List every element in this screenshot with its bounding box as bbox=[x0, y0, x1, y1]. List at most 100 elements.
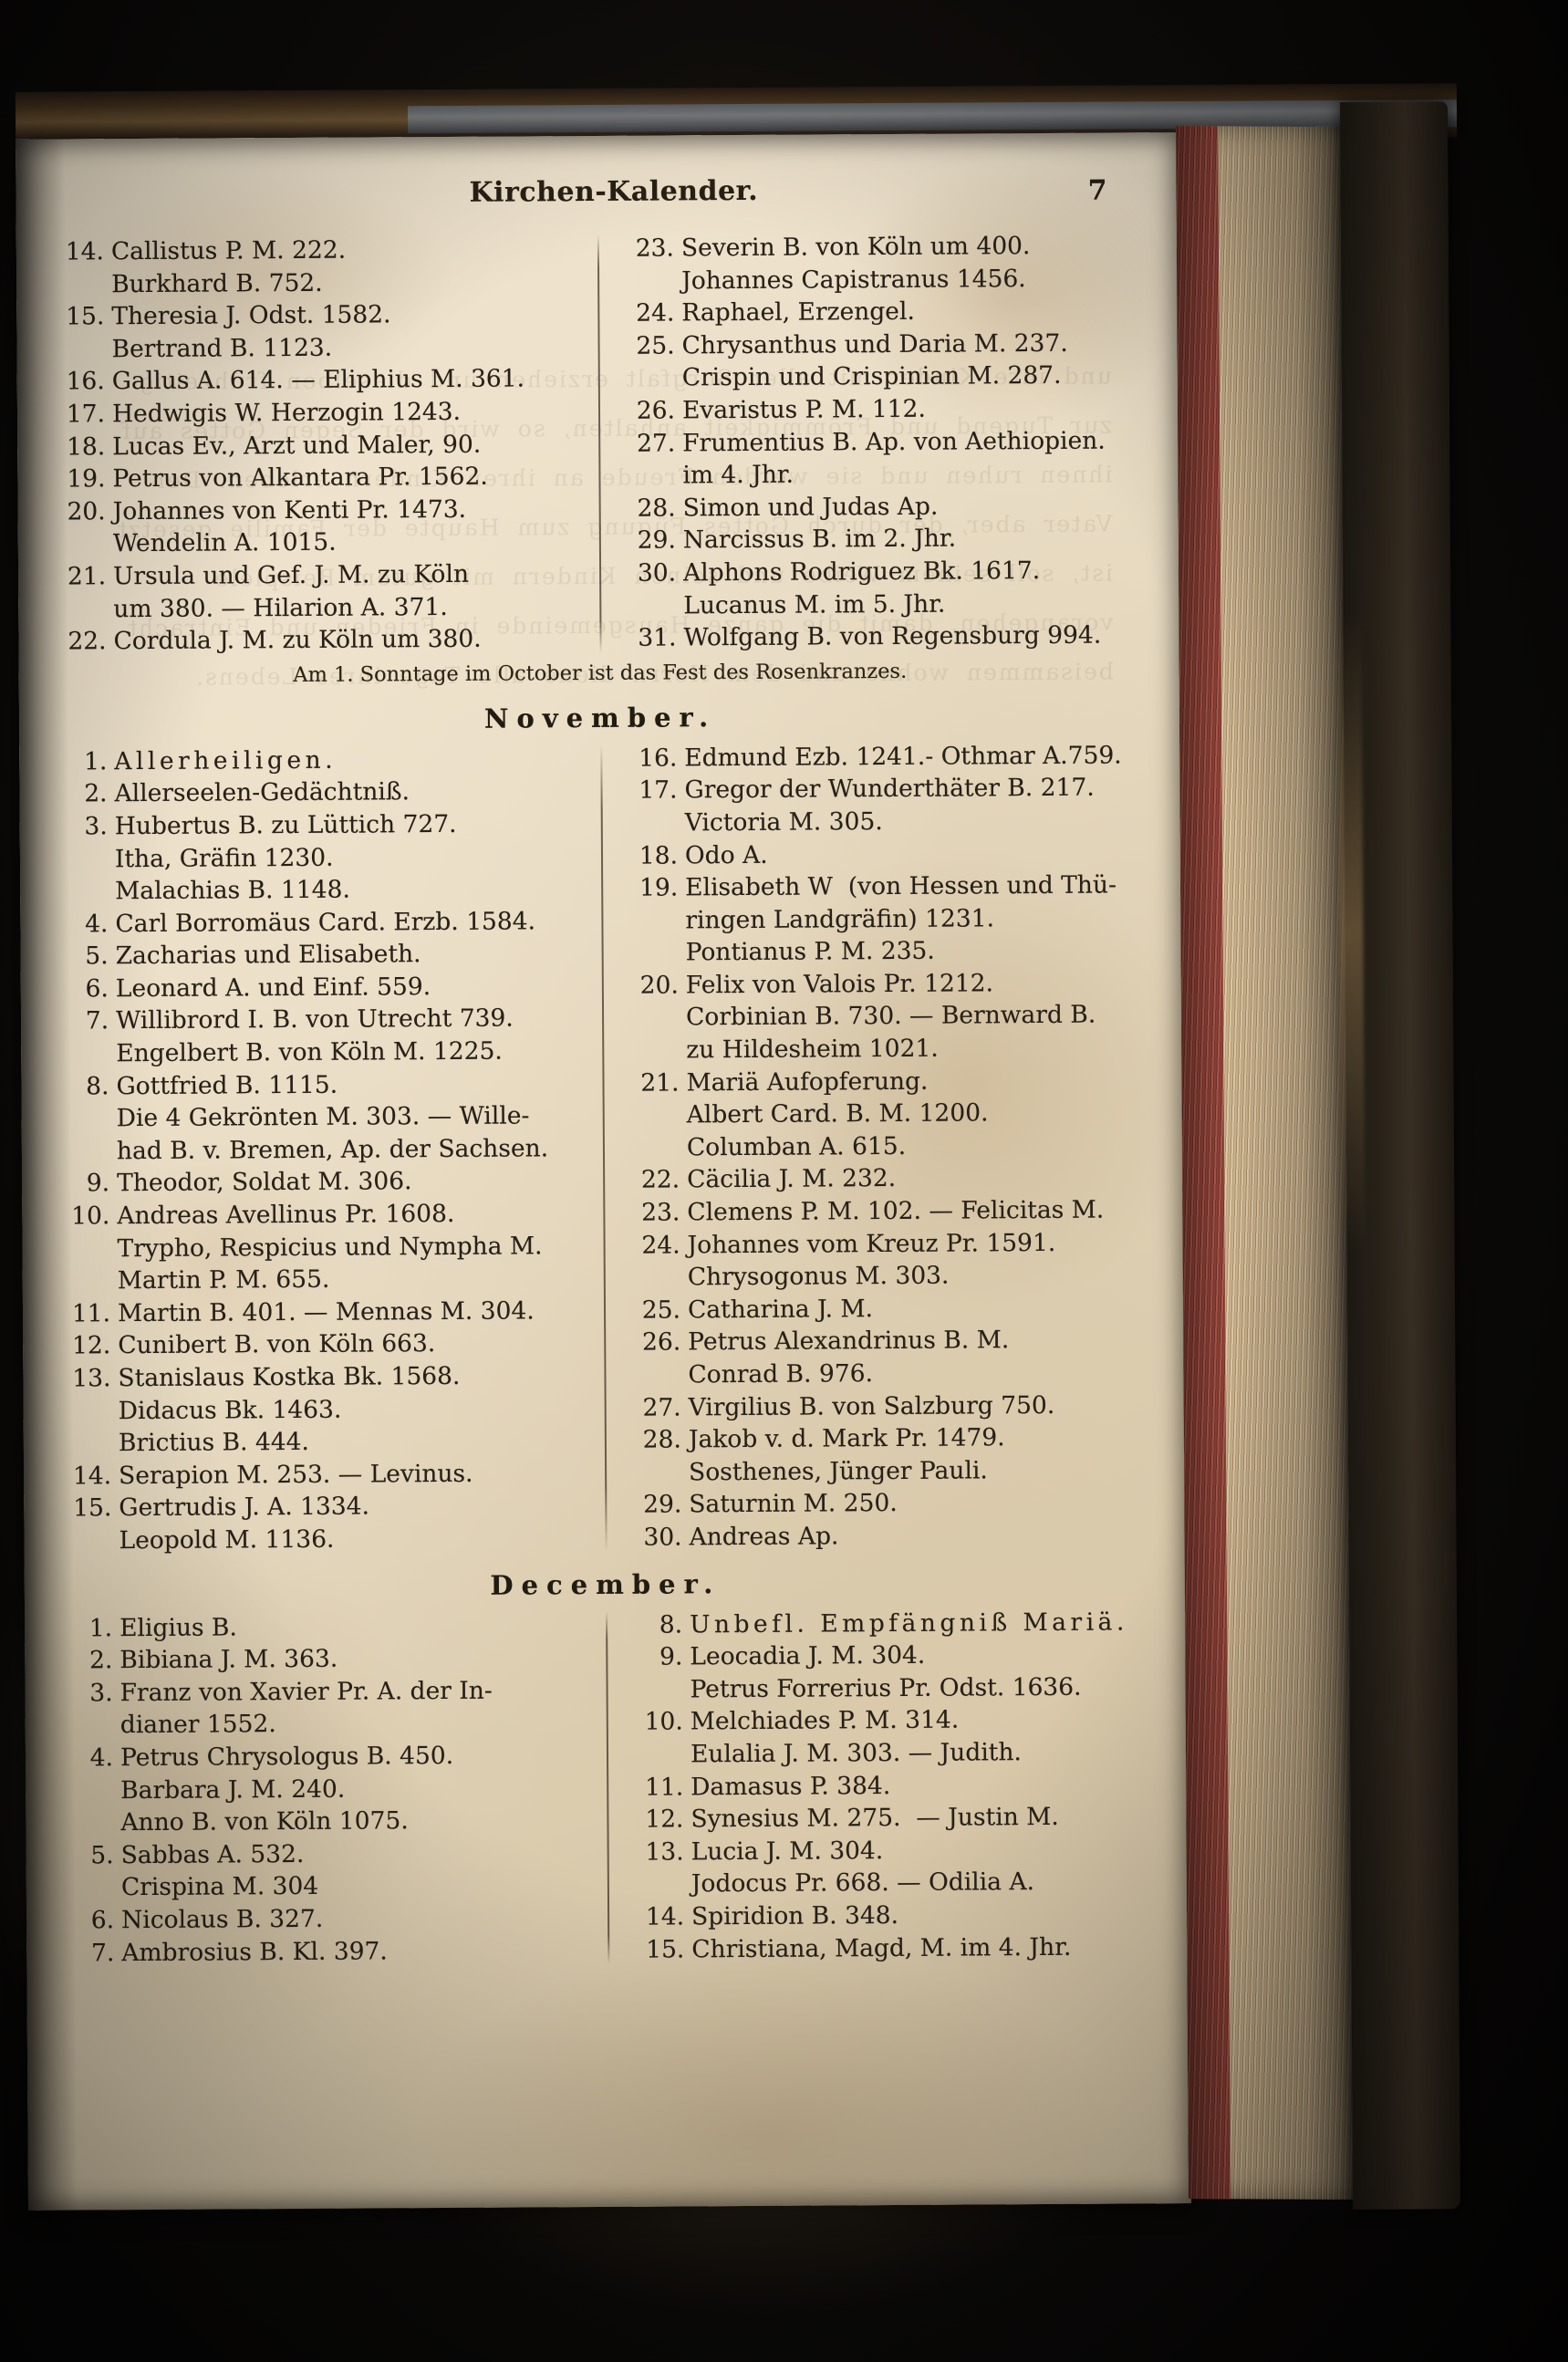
calendar-entry-day: 18. bbox=[639, 840, 679, 870]
calendar-entry: 27. Virgilius B. von Salzburg 750. bbox=[632, 1389, 1147, 1424]
calendar-entry-text-continued: Corbinian B. 730. — Bernward B. bbox=[685, 1001, 1096, 1032]
calendar-entry-text: Damasus P. 384. bbox=[691, 1771, 891, 1801]
calendar-entry-text: Hubertus B. zu Lüttich 727. bbox=[114, 809, 457, 841]
calendar-entry: 29. Saturnin M. 250. bbox=[632, 1486, 1147, 1522]
calendar-entry-text: Melchiades P. M. 314. bbox=[690, 1705, 960, 1736]
calendar-entry-day: 7. bbox=[90, 1938, 115, 1967]
calendar-entry-text: Stanislaus Kostka Bk. 1568. bbox=[118, 1361, 461, 1393]
calendar-entry-text: Elisabeth W (von Hessen und Thü- bbox=[685, 870, 1117, 902]
calendar-entry-day: 25. bbox=[641, 1295, 681, 1325]
calendar-entry-day: 9. bbox=[659, 1642, 683, 1671]
calendar-entry-text-continued: Johannes Capistranus 1456. bbox=[681, 264, 1026, 295]
calendar-entry-day: 12. bbox=[72, 1331, 111, 1360]
calendar-entry: 14. Spiridion B. 348. bbox=[635, 1898, 1150, 1933]
calendar-entry-text: Allerheiligen. bbox=[114, 745, 337, 775]
calendar-entry-text-continued: Conrad B. 976. bbox=[688, 1359, 874, 1389]
calendar-entry-text: Catharina J. M. bbox=[687, 1294, 874, 1325]
calendar-entry-day: 26. bbox=[636, 396, 676, 425]
calendar-entry-text: Petrus Alexandrinus B. M. bbox=[688, 1326, 1010, 1357]
calendar-entry: 13. Lucia J. M. 304. Jodocus Pr. 668. — Od… bbox=[635, 1833, 1150, 1901]
calendar-entry: 2. Allerseelen-Gedächtniß. bbox=[57, 775, 576, 810]
calendar-entry-text: Virgilius B. von Salzburg 750. bbox=[688, 1390, 1055, 1421]
calendar-entry-day: 6. bbox=[85, 974, 109, 1004]
calendar-entry: 3. Hubertus B. zu Lüttich 727. Itha, Gräfi… bbox=[58, 807, 578, 908]
calendar-entry: 3. Franz von Xavier Pr. A. der In-dianer … bbox=[63, 1674, 582, 1743]
calendar-entry-text: Zacharias und Elisabeth. bbox=[115, 940, 421, 971]
calendar-entry-day: 7. bbox=[85, 1006, 109, 1035]
calendar-entry-day: 10. bbox=[644, 1707, 683, 1737]
calendar-entry-text: Carl Borromäus Card. Erzb. 1584. bbox=[115, 907, 536, 938]
november-columns: 1. Allerheiligen. 2. Allerseelen-Gedächtniß… bbox=[57, 739, 1147, 1557]
calendar-entry-text: Johannes von Kenti Pr. 1473. bbox=[112, 494, 467, 525]
calendar-entry-text: Willibrord I. B. von Utrecht 739. bbox=[115, 1004, 514, 1035]
calendar-entry: 17. Gregor der Wunderthäter B. 217. Victor… bbox=[628, 772, 1143, 840]
calendar-entry-day: 19. bbox=[639, 873, 679, 902]
calendar-entry-day: 12. bbox=[645, 1805, 684, 1834]
calendar-entry-text-continued: Pontianus P. M. 235. bbox=[685, 936, 935, 967]
calendar-entry-text: Frumentius B. Ap. von Aethiopien. bbox=[682, 426, 1106, 457]
calendar-entry-text: Evaristus P. M. 112. bbox=[681, 394, 926, 425]
calendar-entry-day: 30. bbox=[637, 558, 677, 588]
calendar-entry-day: 29. bbox=[637, 525, 676, 556]
calendar-entry: 21. Ursula und Gef. J. M. zu Köln um 380. … bbox=[57, 557, 576, 626]
calendar-entry-day: 17. bbox=[66, 400, 106, 429]
calendar-entry: 19. Petrus von Alkantara Pr. 1562. bbox=[56, 460, 575, 495]
calendar-entry: 6. Leonard A. und Einf. 559. bbox=[59, 970, 578, 1005]
calendar-entry-day: 10. bbox=[71, 1202, 110, 1231]
book-fore-edge bbox=[1176, 126, 1361, 2200]
calendar-entry-day: 9. bbox=[86, 1169, 110, 1198]
calendar-entry-text-continued: Eulalia J. M. 303. — Judith. bbox=[690, 1738, 1022, 1769]
calendar-entry-day: 23. bbox=[641, 1198, 680, 1227]
calendar-entry-text: Cordula J. M. zu Köln um 380. bbox=[113, 624, 482, 656]
calendar-entry-day: 28. bbox=[642, 1425, 681, 1454]
calendar-entry-text: Allerseelen-Gedächtniß. bbox=[114, 777, 410, 808]
calendar-entry-day: 2. bbox=[88, 1646, 113, 1675]
calendar-entry: 22. Cäcilia J. M. 232. bbox=[630, 1161, 1146, 1197]
calendar-entry: 10. Andreas Avellinus Pr. 1608. Trypho, Re… bbox=[60, 1197, 580, 1297]
calendar-entry: 2. Bibiana J. M. 363. bbox=[63, 1641, 582, 1677]
calendar-entry-text: Ambrosius B. Kl. 397. bbox=[121, 1936, 388, 1967]
calendar-entry: 27. Frumentius B. Ap. von Aethiopien. im 4… bbox=[626, 424, 1141, 493]
calendar-entry-text-continued: Victoria M. 305. bbox=[684, 806, 883, 838]
calendar-entry-day: 14. bbox=[65, 237, 105, 266]
calendar-entry-day: 4. bbox=[89, 1743, 114, 1773]
calendar-entry-text: Nicolaus B. 327. bbox=[121, 1904, 324, 1935]
calendar-entry-day: 14. bbox=[645, 1902, 685, 1931]
calendar-entry-text: Chrysanthus und Daria M. 237. bbox=[681, 328, 1068, 360]
calendar-entry-text: Franz von Xavier Pr. A. der In- bbox=[119, 1676, 493, 1707]
calendar-entry-text-continued: zu Hildesheim 1021. bbox=[686, 1034, 939, 1065]
calendar-entry-day: 15. bbox=[66, 302, 105, 331]
calendar-entry-text: Cäcilia J. M. 232. bbox=[687, 1164, 897, 1194]
calendar-entry-text-continued: Martin P. M. 655. bbox=[117, 1264, 330, 1295]
calendar-entry-day: 30. bbox=[643, 1523, 682, 1552]
calendar-entry-day: 24. bbox=[641, 1231, 680, 1260]
calendar-entry: 14. Callistus P. M. 222. Burkhard B. 752. bbox=[55, 233, 574, 301]
calendar-entry-day: 16. bbox=[66, 367, 105, 396]
calendar-entry-text: Jakob v. d. Mark Pr. 1479. bbox=[688, 1423, 1005, 1454]
calendar-entry: 23. Clemens P. M. 102. — Felicitas M. bbox=[630, 1193, 1146, 1229]
calendar-entry: 8. Unbefl. Empfängniß Mariä. bbox=[633, 1606, 1148, 1641]
calendar-entry-text: Lucia J. M. 304. bbox=[691, 1836, 884, 1867]
calendar-entry-day: 31. bbox=[638, 623, 677, 652]
calendar-entry: 24. Johannes vom Kreuz Pr. 1591. Chrysogon… bbox=[630, 1226, 1146, 1295]
calendar-entry-text: Sabbas A. 532. bbox=[120, 1839, 305, 1869]
calendar-entry: 23. Severin B. von Köln um 400. Johannes C… bbox=[625, 229, 1140, 297]
calendar-entry: 7. Willibrord I. B. von Utrecht 739. Engel… bbox=[59, 1003, 578, 1071]
calendar-entry-day: 13. bbox=[72, 1364, 111, 1393]
calendar-entry: 7. Ambrosius B. Kl. 397. bbox=[65, 1934, 584, 1970]
calendar-entry-text: Odo A. bbox=[684, 840, 768, 869]
calendar-entry: 10. Melchiades P. M. 314. Eulalia J. M. 30… bbox=[634, 1703, 1149, 1772]
calendar-entry: 21. Mariä Aufopferung. Albert Card. B. M. … bbox=[629, 1064, 1146, 1164]
calendar-entry-text: Narcissus B. im 2. Jhr. bbox=[682, 524, 957, 555]
month-heading-november: November. bbox=[483, 701, 717, 734]
open-book: und ihre Kinder mit aller Sorgfalt erzie… bbox=[0, 83, 1469, 2327]
calendar-entry-text-continued: Didacus Bk. 1463. bbox=[118, 1395, 342, 1425]
october-column-left: 14. Callistus P. M. 222. Burkhard B. 752. 1… bbox=[55, 233, 600, 658]
calendar-entry-text: Bibiana J. M. 363. bbox=[119, 1644, 338, 1675]
calendar-entry-text: Theresia J. Odst. 1582. bbox=[111, 300, 391, 331]
calendar-entry-day: 22. bbox=[67, 627, 107, 656]
calendar-entry: 25. Catharina J. M. bbox=[631, 1291, 1147, 1327]
calendar-entry: 16. Gallus A. 614. — Eliphius M. 361. bbox=[56, 362, 575, 398]
calendar-entry: 14. Serapion M. 253. — Levinus. bbox=[62, 1457, 581, 1493]
calendar-entry-day: 13. bbox=[645, 1837, 684, 1867]
